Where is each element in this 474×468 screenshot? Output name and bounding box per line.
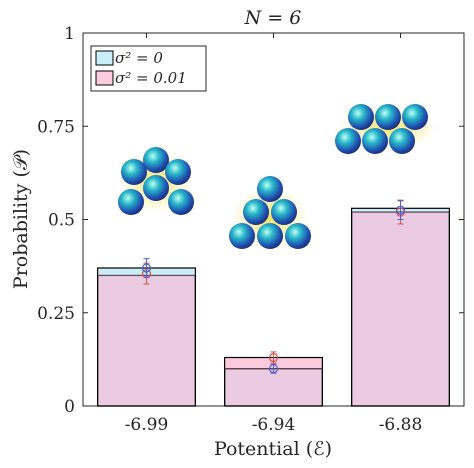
y-tick-label: 0.5 — [48, 211, 75, 231]
plot-area: 0 0.25 0.5 0.75 1 -6.99 -6.94 -6.88 — [37, 24, 465, 435]
y-axis-label: Probability (𝒫) — [10, 149, 32, 289]
point-sigma-0 — [141, 263, 152, 273]
point-sigma-0 — [395, 205, 406, 215]
legend-label-sigma-0: σ² = 0 — [115, 49, 163, 67]
y-tick-label: 1 — [64, 24, 75, 44]
x-tick-label: -6.99 — [125, 415, 169, 435]
zigzag-cluster-icon — [335, 104, 436, 154]
point-sigma-001 — [268, 352, 279, 363]
legend-label-sigma-001: σ² = 0.01 — [115, 69, 187, 87]
legend: σ² = 0 σ² = 0.01 — [90, 45, 207, 92]
x-tick-label: -6.88 — [379, 415, 423, 435]
triangular-cluster-icon — [229, 176, 311, 251]
chart-title: N = 6 — [244, 7, 302, 29]
y-tick-label: 0.25 — [37, 304, 75, 324]
x-axis-label: Potential (ℰ) — [214, 438, 332, 460]
y-tick-label: 0.75 — [37, 117, 75, 137]
y-tick-label: 0 — [64, 397, 75, 417]
legend-swatch-sigma-001 — [95, 70, 114, 86]
x-tick-label: -6.94 — [252, 415, 296, 435]
legend-swatch-sigma-0 — [95, 50, 114, 66]
bar-overlap — [224, 368, 323, 406]
bar-overlap — [351, 212, 450, 406]
hexagonal-cluster-icon — [118, 147, 194, 215]
bar-overlap — [97, 275, 196, 406]
point-sigma-0 — [268, 364, 279, 374]
